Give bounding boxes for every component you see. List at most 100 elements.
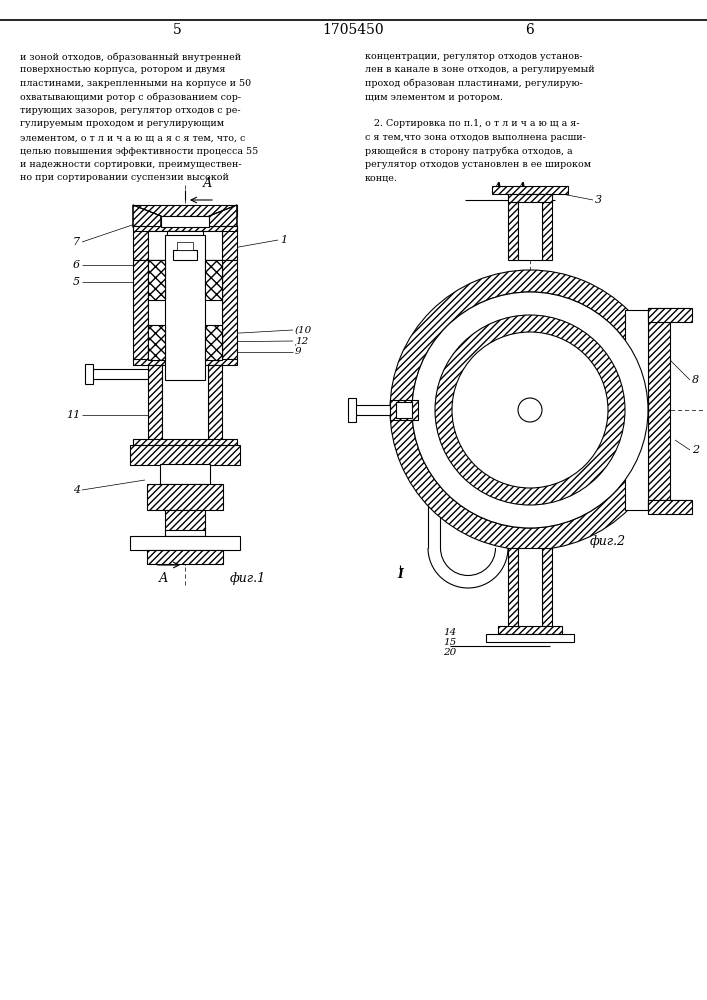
- Text: 1705450: 1705450: [322, 23, 384, 37]
- Bar: [486, 634, 574, 642]
- Bar: [177, 242, 193, 250]
- Text: элементом, о т л и ч а ю щ а я с я тем, что, с: элементом, о т л и ч а ю щ а я с я тем, …: [20, 133, 245, 142]
- Bar: [648, 308, 692, 322]
- Bar: [148, 260, 165, 300]
- Text: I: I: [397, 568, 403, 582]
- Bar: [173, 250, 197, 260]
- Text: регулятор отходов установлен в ее широком: регулятор отходов установлен в ее широко…: [365, 160, 591, 169]
- Text: ряющейся в сторону патрубка отходов, а: ряющейся в сторону патрубка отходов, а: [365, 146, 573, 156]
- Bar: [648, 500, 692, 514]
- Bar: [625, 310, 648, 510]
- Text: 3: 3: [595, 195, 602, 205]
- Bar: [208, 365, 222, 440]
- Text: фиг.1: фиг.1: [230, 572, 266, 585]
- Circle shape: [452, 332, 608, 488]
- Bar: [130, 536, 240, 550]
- Text: охватывающими ротор с образованием сор-: охватывающими ротор с образованием сор-: [20, 93, 241, 102]
- Bar: [133, 260, 148, 360]
- Circle shape: [518, 398, 542, 422]
- Text: поверхностью корпуса, ротором и двумя: поверхностью корпуса, ротором и двумя: [20, 66, 226, 75]
- Bar: [133, 439, 237, 445]
- Bar: [205, 260, 222, 300]
- Text: тирующих зазоров, регулятор отходов с ре-: тирующих зазоров, регулятор отходов с ре…: [20, 106, 240, 115]
- Circle shape: [435, 315, 625, 505]
- Bar: [160, 464, 210, 484]
- Bar: [133, 205, 237, 216]
- Text: 14: 14: [443, 628, 457, 637]
- Bar: [508, 190, 518, 260]
- Bar: [133, 226, 148, 260]
- Text: 6: 6: [525, 23, 534, 37]
- Text: и зоной отходов, образованный внутренней: и зоной отходов, образованный внутренней: [20, 52, 241, 62]
- Text: концентрации, регулятор отходов установ-: концентрации, регулятор отходов установ-: [365, 52, 583, 61]
- Text: фиг.2: фиг.2: [590, 535, 626, 548]
- Circle shape: [412, 292, 648, 528]
- Bar: [396, 402, 412, 418]
- Text: лен в канале в зоне отходов, а регулируемый: лен в канале в зоне отходов, а регулируе…: [365, 66, 595, 75]
- Text: 5: 5: [173, 23, 182, 37]
- Bar: [148, 260, 222, 360]
- Polygon shape: [133, 205, 161, 227]
- Text: 20: 20: [443, 648, 457, 657]
- Bar: [130, 445, 240, 465]
- Bar: [498, 626, 562, 634]
- Text: проход образован пластинами, регулирую-: проход образован пластинами, регулирую-: [365, 79, 583, 89]
- Bar: [518, 190, 542, 260]
- Text: и надежности сортировки, преимуществен-: и надежности сортировки, преимуществен-: [20, 160, 242, 169]
- Text: 8: 8: [692, 375, 699, 385]
- Text: 7: 7: [73, 237, 80, 247]
- Bar: [148, 365, 162, 440]
- Wedge shape: [390, 270, 670, 550]
- Text: целью повышения эффективности процесса 55: целью повышения эффективности процесса 5…: [20, 146, 258, 155]
- Bar: [222, 260, 237, 360]
- Bar: [492, 186, 568, 194]
- Bar: [222, 226, 237, 260]
- Bar: [165, 235, 205, 380]
- Text: 1: 1: [280, 235, 287, 245]
- Text: но при сортировании суспензии высокой: но при сортировании суспензии высокой: [20, 174, 229, 182]
- Bar: [355, 405, 390, 415]
- Bar: [167, 231, 203, 260]
- Bar: [648, 310, 670, 510]
- Bar: [542, 548, 552, 628]
- Bar: [508, 548, 518, 628]
- Bar: [147, 550, 223, 564]
- Bar: [133, 359, 237, 365]
- Text: 2. Сортировка по п.1, о т л и ч а ю щ а я-: 2. Сортировка по п.1, о т л и ч а ю щ а …: [365, 119, 580, 128]
- Bar: [205, 325, 222, 360]
- Bar: [648, 500, 690, 512]
- Text: А: А: [158, 572, 168, 585]
- Bar: [90, 369, 148, 379]
- Bar: [648, 308, 690, 320]
- Bar: [390, 400, 418, 420]
- Text: А – А: А – А: [492, 182, 527, 195]
- Bar: [133, 226, 237, 231]
- Text: (10: (10: [295, 326, 312, 334]
- Text: 4: 4: [73, 485, 80, 495]
- Bar: [148, 231, 222, 260]
- Text: конце.: конце.: [365, 174, 398, 182]
- Text: 11: 11: [66, 410, 80, 420]
- Text: гулируемым проходом и регулирующим: гулируемым проходом и регулирующим: [20, 119, 224, 128]
- Bar: [147, 484, 223, 510]
- Bar: [508, 194, 552, 202]
- Text: А: А: [202, 177, 212, 190]
- Text: пластинами, закрепленными на корпусе и 50: пластинами, закрепленными на корпусе и 5…: [20, 79, 251, 88]
- Text: 12: 12: [295, 336, 308, 346]
- Bar: [161, 216, 209, 227]
- Bar: [162, 365, 208, 440]
- Bar: [542, 190, 552, 260]
- Text: с я тем,что зона отходов выполнена расши-: с я тем,что зона отходов выполнена расши…: [365, 133, 586, 142]
- Bar: [165, 530, 205, 536]
- Bar: [148, 325, 165, 360]
- Bar: [85, 364, 93, 384]
- Polygon shape: [209, 205, 237, 227]
- Text: щим элементом и ротором.: щим элементом и ротором.: [365, 93, 503, 102]
- Bar: [348, 398, 356, 422]
- Text: 15: 15: [443, 638, 457, 647]
- Text: 9: 9: [295, 348, 302, 357]
- Text: 5: 5: [73, 277, 80, 287]
- Bar: [165, 510, 205, 532]
- Text: 2: 2: [692, 445, 699, 455]
- Bar: [518, 548, 542, 628]
